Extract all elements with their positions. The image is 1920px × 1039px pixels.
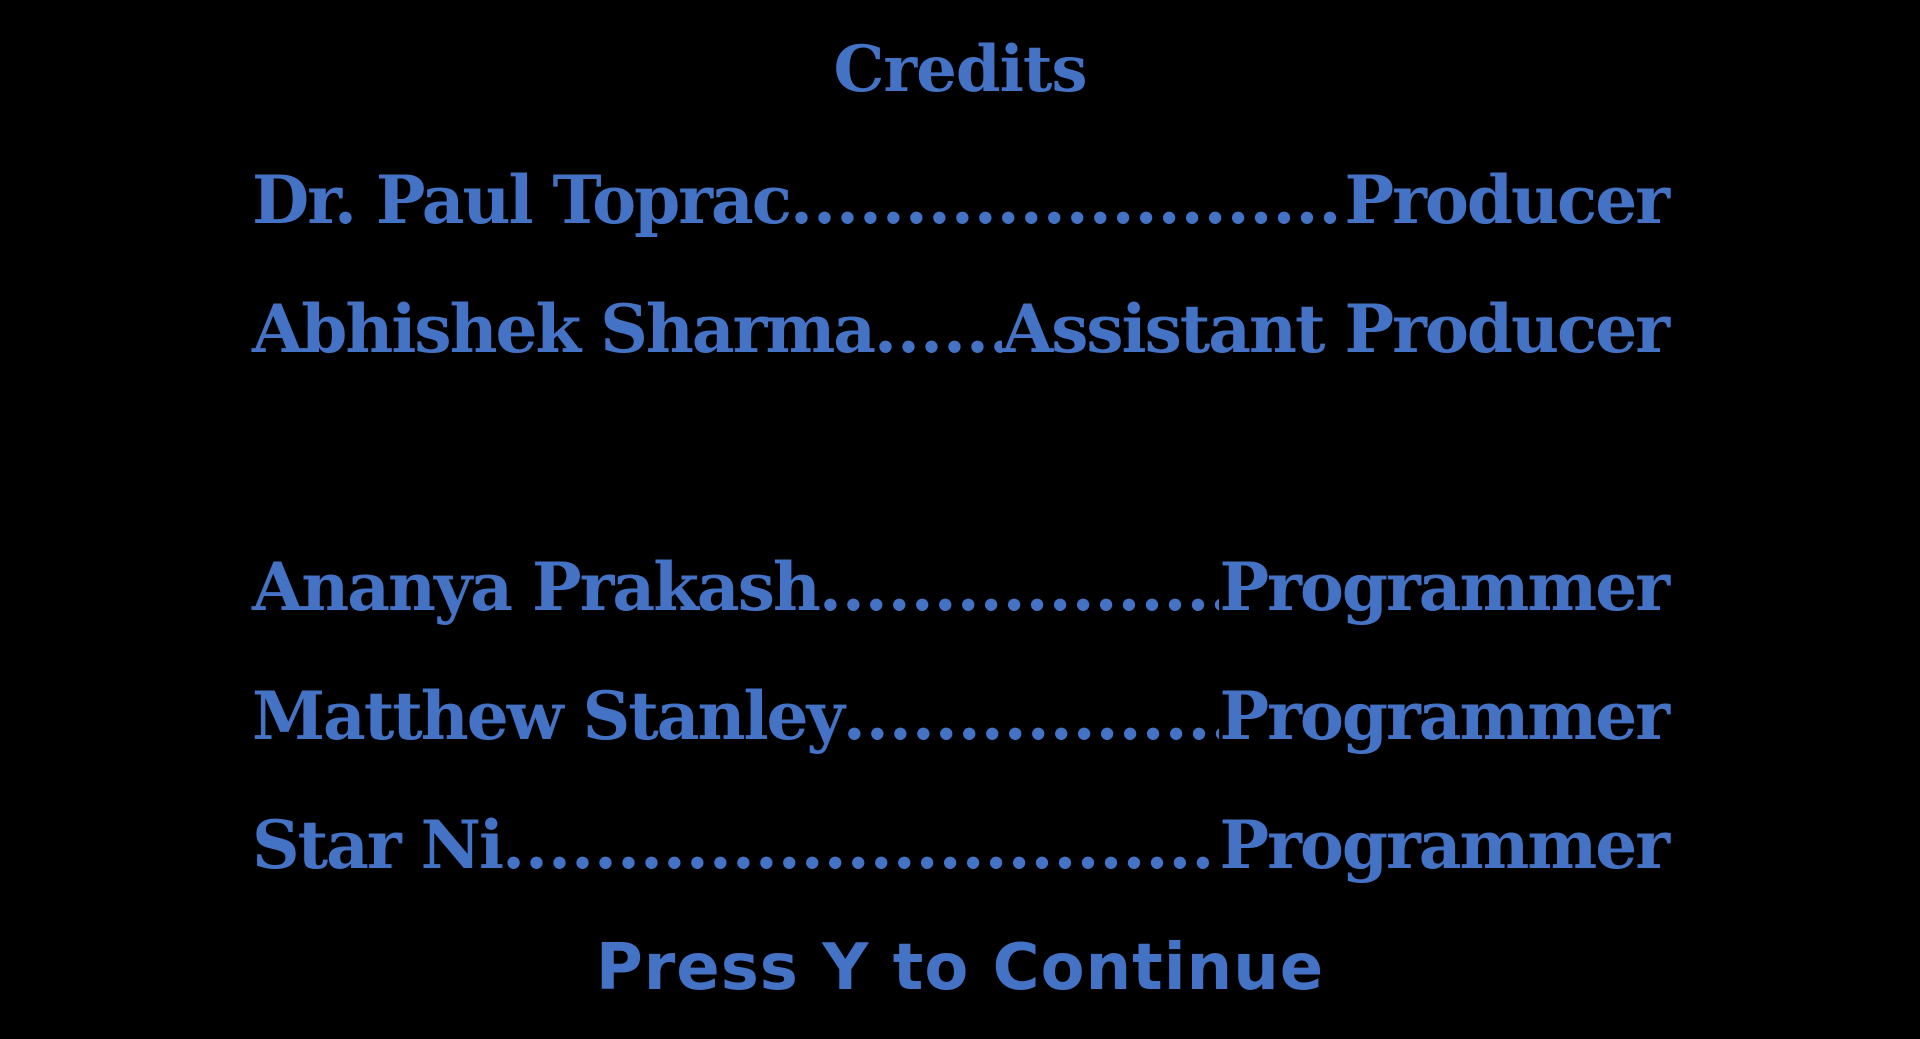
dot-leader [502, 795, 1219, 895]
credit-row: Star Ni Programmer [252, 795, 1670, 924]
dot-leader [874, 279, 1002, 379]
dot-leader [790, 150, 1344, 250]
credit-role: Assistant Producer [1002, 290, 1670, 368]
credit-row: Matthew Stanley Programmer [252, 666, 1670, 795]
credit-name: Abhishek Sharma [252, 290, 876, 368]
credit-row: Abhishek Sharma Assistant Producer [252, 279, 1670, 408]
dot-leader [843, 666, 1220, 766]
credit-role: Programmer [1219, 806, 1670, 884]
credit-role: Producer [1344, 161, 1670, 239]
credit-name: Ananya Prakash [252, 548, 821, 626]
credit-name: Matthew Stanley [252, 677, 845, 755]
credit-role: Programmer [1219, 548, 1670, 626]
section-spacer [252, 408, 1668, 537]
credit-row: Ananya Prakash Programmer [252, 537, 1670, 666]
credit-row: Dr. Paul Toprac Producer [252, 150, 1670, 279]
credits-title: Credits [833, 32, 1087, 107]
dot-leader [819, 537, 1220, 637]
continue-prompt[interactable]: Press Y to Continue [595, 931, 1325, 1005]
credits-list: Dr. Paul Toprac Producer Abhishek Sharma… [252, 150, 1670, 924]
credit-name: Dr. Paul Toprac [252, 161, 792, 239]
credit-name: Star Ni [252, 806, 504, 884]
credit-role: Programmer [1219, 677, 1670, 755]
